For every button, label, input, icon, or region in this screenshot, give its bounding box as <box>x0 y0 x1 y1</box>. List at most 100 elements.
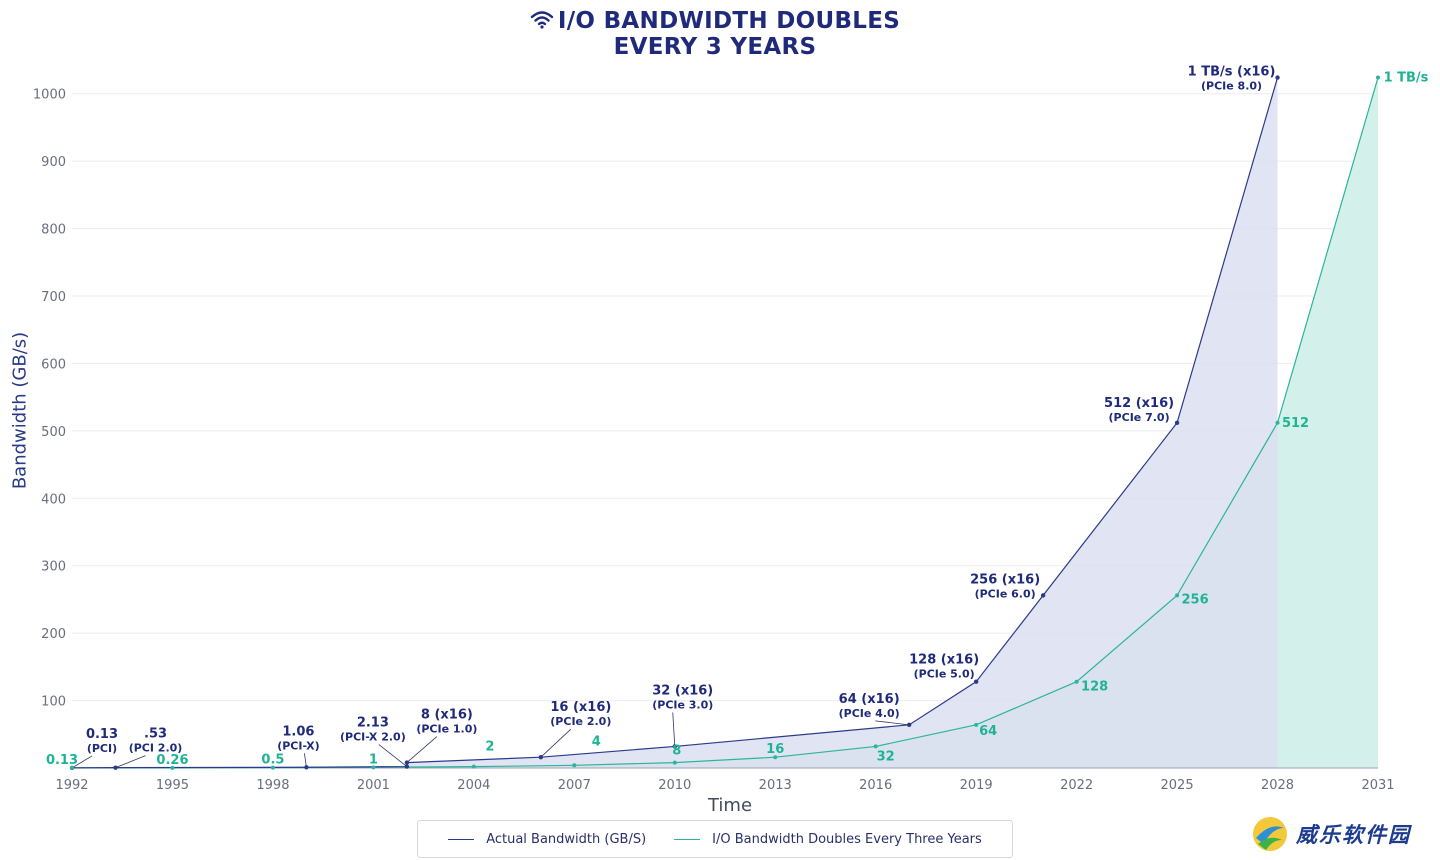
data-sublabel-actual-9: (PCIe 6.0) <box>975 587 1036 600</box>
data-label-doubling-10: 128 <box>1081 680 1108 695</box>
data-label-doubling-7: 16 <box>766 742 784 757</box>
x-tick-label-2010: 2010 <box>658 778 691 793</box>
data-label-doubling-12: 512 <box>1282 416 1309 431</box>
watermark-text: 威乐软件园 <box>1296 823 1411 847</box>
x-tick-label-1998: 1998 <box>256 778 289 793</box>
data-label-actual-4: 8 (x16) <box>421 708 473 723</box>
data-sublabel-actual-11: (PCIe 8.0) <box>1201 80 1262 93</box>
data-label-doubling-4: 2 <box>485 740 494 755</box>
y-tick-label-1000: 1000 <box>33 88 66 103</box>
data-sublabel-actual-0: (PCI) <box>87 742 117 755</box>
leader-actual-0 <box>71 755 93 769</box>
data-label-doubling-3: 1 <box>369 752 378 767</box>
legend-swatch-actual <box>448 838 475 840</box>
y-tick-label-300: 300 <box>41 560 66 575</box>
y-tick-label-800: 800 <box>41 223 66 238</box>
point-doubling-5 <box>572 763 577 768</box>
x-tick-label-2004: 2004 <box>457 778 490 793</box>
x-tick-label-2031: 2031 <box>1361 778 1394 793</box>
point-actual-10 <box>1174 420 1180 425</box>
y-tick-label-500: 500 <box>41 425 66 440</box>
data-label-doubling-6: 8 <box>672 744 681 759</box>
legend-item-doubling: I/O Bandwidth Doubles Every Three Years <box>674 832 982 847</box>
point-doubling-6 <box>672 760 677 765</box>
legend-swatch-doubling <box>674 838 701 840</box>
x-tick-label-1992: 1992 <box>55 778 88 793</box>
leader-actual-4 <box>406 736 438 763</box>
data-sublabel-actual-3: (PCI-X 2.0) <box>340 731 406 744</box>
leader-actual-5 <box>540 728 572 758</box>
data-sublabel-actual-7: (PCIe 4.0) <box>839 707 900 720</box>
x-tick-label-1995: 1995 <box>156 778 189 793</box>
point-doubling-11 <box>1175 593 1180 598</box>
legend-label-doubling: I/O Bandwidth Doubles Every Three Years <box>712 831 982 847</box>
point-doubling-4 <box>471 764 476 769</box>
y-axis-title: Bandwidth (GB/s) <box>9 331 31 490</box>
point-doubling-9 <box>974 722 979 727</box>
x-tick-label-2019: 2019 <box>960 778 993 793</box>
leader-actual-7 <box>875 720 910 726</box>
point-doubling-7 <box>773 755 778 760</box>
data-label-actual-11: 1 TB/s (x16) <box>1188 65 1276 80</box>
data-sublabel-actual-4: (PCIe 1.0) <box>416 723 477 736</box>
data-label-doubling-0: 0.13 <box>46 753 78 768</box>
chart-title-line-1: I/O BANDWIDTH DOUBLES <box>557 8 901 34</box>
y-tick-label-900: 900 <box>41 155 66 170</box>
data-sublabel-actual-1: (PCI 2.0) <box>129 742 183 755</box>
data-sublabel-actual-2: (PCI-X) <box>277 739 319 752</box>
x-tick-label-2016: 2016 <box>859 778 892 793</box>
data-label-doubling-5: 4 <box>592 734 601 749</box>
data-label-actual-3: 2.13 <box>357 716 389 731</box>
point-actual-8 <box>973 679 979 684</box>
data-label-actual-0: 0.13 <box>86 727 118 742</box>
watermark-logo-icon <box>1253 817 1287 851</box>
data-sublabel-actual-10: (PCIe 7.0) <box>1109 411 1170 424</box>
x-axis-title: Time <box>707 795 753 816</box>
wifi-icon <box>530 11 554 29</box>
y-tick-label-700: 700 <box>41 290 66 305</box>
point-doubling-3 <box>371 765 376 770</box>
data-label-doubling-13: 1 TB/s <box>1384 71 1429 86</box>
x-tick-label-2022: 2022 <box>1060 778 1093 793</box>
data-label-actual-5: 16 (x16) <box>550 700 611 715</box>
leader-actual-6 <box>672 712 676 747</box>
point-doubling-10 <box>1074 679 1079 684</box>
y-tick-label-600: 600 <box>41 357 66 372</box>
legend-item-actual: Actual Bandwidth (GB/S) <box>448 832 646 847</box>
point-actual-9 <box>1040 593 1046 598</box>
chart-title-line-2: EVERY 3 YEARS <box>613 34 817 60</box>
data-label-actual-2: 1.06 <box>282 724 314 739</box>
data-label-actual-10: 512 (x16) <box>1104 396 1174 411</box>
data-label-doubling-8: 32 <box>877 749 895 764</box>
point-doubling-1 <box>170 765 175 770</box>
y-tick-label-400: 400 <box>41 492 66 507</box>
data-sublabel-actual-5: (PCIe 2.0) <box>550 715 611 728</box>
x-tick-label-2028: 2028 <box>1261 778 1294 793</box>
data-label-actual-6: 32 (x16) <box>652 683 713 698</box>
y-tick-label-100: 100 <box>41 695 66 710</box>
chart-title: I/O BANDWIDTH DOUBLES EVERY 3 YEARS <box>0 8 1430 60</box>
area-actual <box>72 77 1278 768</box>
x-tick-label-2025: 2025 <box>1161 778 1194 793</box>
leader-actual-1 <box>115 755 146 769</box>
legend: Actual Bandwidth (GB/S) I/O Bandwidth Do… <box>417 820 1013 858</box>
x-tick-label-2013: 2013 <box>759 778 792 793</box>
x-tick-label-2007: 2007 <box>558 778 591 793</box>
data-label-actual-8: 128 (x16) <box>909 653 979 668</box>
y-tick-label-200: 200 <box>41 627 66 642</box>
data-label-actual-7: 64 (x16) <box>839 692 900 707</box>
data-label-actual-9: 256 (x16) <box>970 572 1040 587</box>
data-label-doubling-9: 64 <box>979 724 997 739</box>
point-doubling-12 <box>1275 420 1280 425</box>
x-tick-label-2001: 2001 <box>357 778 390 793</box>
data-label-actual-1: .53 <box>144 727 167 742</box>
point-actual-11 <box>1275 75 1280 80</box>
point-doubling-0 <box>70 765 74 770</box>
point-doubling-2 <box>270 765 275 770</box>
data-sublabel-actual-6: (PCIe 3.0) <box>652 698 713 711</box>
leader-actual-2 <box>304 753 307 768</box>
data-label-doubling-1: 0.26 <box>156 753 188 768</box>
leader-actual-3 <box>378 744 408 767</box>
data-label-doubling-11: 256 <box>1182 592 1209 607</box>
